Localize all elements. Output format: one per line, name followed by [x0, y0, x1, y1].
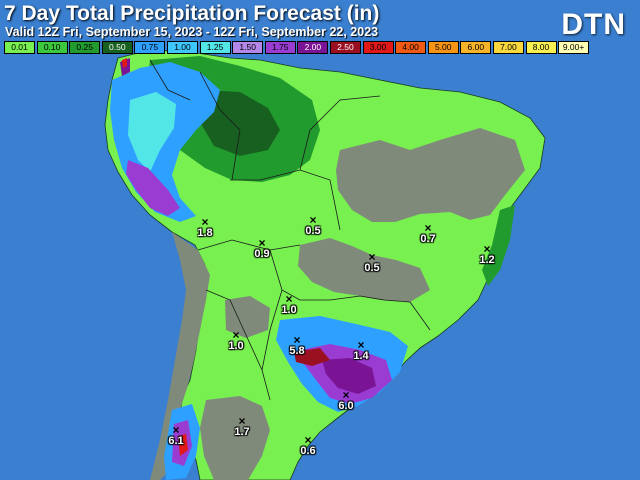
- chile-south-peak: [178, 434, 188, 456]
- legend-chip: 1.25: [199, 41, 231, 54]
- station-marker-icon: ×: [238, 414, 246, 428]
- precipitation-legend: 0.01 0.10 0.25 0.50 0.75 1.00 1.25 1.50 1.75 2.00…: [4, 41, 591, 54]
- station-value: 6.1: [168, 435, 184, 447]
- legend-chip: 0.01: [4, 41, 35, 54]
- legend-chip: 0.75: [134, 41, 166, 54]
- central-dry-zone: [298, 238, 430, 302]
- legend-chip: 9.00+: [558, 41, 590, 54]
- station-marker-icon: ×: [285, 292, 293, 306]
- andes-heavy-rain: [126, 160, 180, 216]
- station-marker-icon: ×: [342, 388, 350, 402]
- east-coast-wet-strip: [482, 205, 515, 286]
- station-value: 1.0: [281, 304, 297, 316]
- legend-chip: 5.00: [427, 41, 459, 54]
- andes-wetter-band: [128, 92, 176, 172]
- station-marker-icon: ×: [232, 328, 240, 342]
- inland-dry-patch: [225, 296, 270, 338]
- legend-chip: 2.50: [329, 41, 361, 54]
- map-title: 7 Day Total Precipitation Forecast (in): [4, 2, 380, 25]
- legend-chip: 1.75: [264, 41, 296, 54]
- legend-chip: 7.00: [492, 41, 524, 54]
- country-borders: [149, 59, 431, 401]
- station-marker-icon: ×: [258, 236, 266, 250]
- station-value: 0.6: [300, 445, 316, 457]
- station-value: 1.0: [228, 340, 244, 352]
- legend-chip: 1.50: [232, 41, 264, 54]
- legend-chip: 1.00: [166, 41, 198, 54]
- northeast-dry-zone: [336, 128, 525, 222]
- station-marker-icon: ×: [304, 433, 312, 447]
- station-value: 6.0: [338, 400, 354, 412]
- uruguay-peak: [294, 348, 330, 366]
- station-value: 1.2: [479, 254, 495, 266]
- legend-chip: 3.00: [362, 41, 394, 54]
- station-marker-icon: ×: [201, 215, 209, 229]
- station-marker-icon: ×: [424, 221, 432, 235]
- uruguay-band: [322, 358, 376, 394]
- station-value: 0.5: [305, 225, 321, 237]
- legend-chip: 2.00: [297, 41, 329, 54]
- station-marker-icon: ×: [293, 333, 301, 347]
- colombia-peak: [122, 58, 127, 68]
- station-marker-icon: ×: [483, 242, 491, 256]
- dtn-logo: DTN: [561, 8, 626, 41]
- legend-chip: 0.25: [69, 41, 101, 54]
- station-value: 1.7: [234, 426, 250, 438]
- station-value: 0.7: [420, 233, 436, 245]
- station-value: 0.9: [254, 248, 270, 260]
- station-marker-icon: ×: [368, 250, 376, 264]
- station-marker-icon: ×: [357, 338, 365, 352]
- station-marker-icon: ×: [309, 213, 317, 227]
- legend-chip: 6.00: [460, 41, 492, 54]
- valid-period: Valid 12Z Fri, September 15, 2023 - 12Z …: [5, 25, 379, 39]
- station-value: 5.8: [289, 345, 305, 357]
- station-marker-icon: ×: [172, 423, 180, 437]
- amazon-core: [200, 90, 280, 156]
- legend-chip: 0.50: [101, 41, 133, 54]
- legend-chip: 8.00: [525, 41, 557, 54]
- patagonia-dry-zone: [200, 396, 270, 480]
- station-value: 1.8: [197, 227, 213, 239]
- legend-chip: 4.00: [395, 41, 427, 54]
- station-value: 1.4: [353, 350, 369, 362]
- andes-dry-zone: [150, 232, 210, 480]
- legend-chip: 0.10: [36, 41, 68, 54]
- station-value: 0.5: [364, 262, 380, 274]
